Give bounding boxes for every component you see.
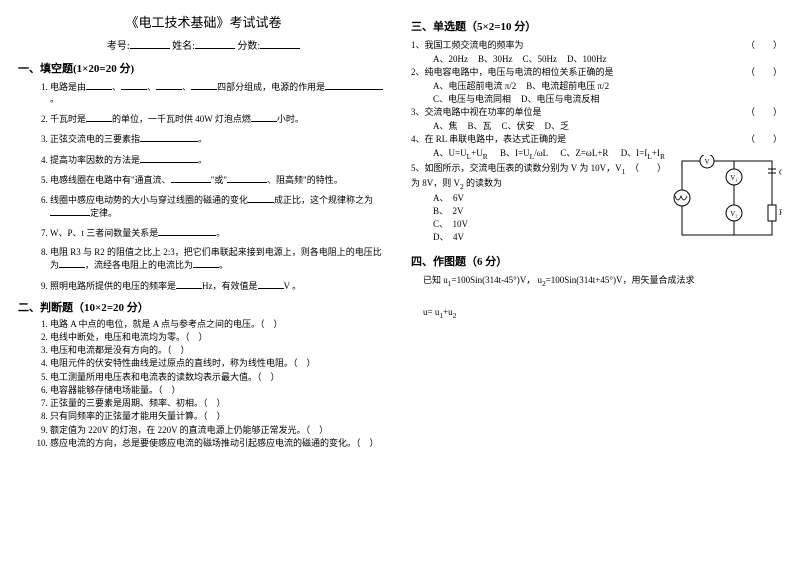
score-label: 分数: — [237, 41, 260, 52]
section-1-heading: 一、填空题(1×20=20 分) — [18, 60, 389, 76]
q2-4: 电阻元件的伏安特性曲线是过原点的直线时，称为线性电阻。（ ） — [50, 358, 389, 369]
section-4-heading: 四、作图题（6 分） — [411, 253, 782, 269]
q2-8: 只有同频率的正弦量才能用矢量计算。（ ） — [50, 411, 389, 422]
q1-6: 线圈中感应电动势的大小与穿过线圈的磁通的变化成正比，这个规律称之为定律。 — [50, 193, 389, 219]
q2-7: 正弦量的三要素是周期、频率、初相。（ ） — [50, 398, 389, 409]
opt-a: A、U=UL+UR — [433, 146, 488, 161]
q1-1: 电路是由、、、四部分组成，电源的作用是。 — [50, 80, 389, 105]
q2-9: 额定值为 220V 的灯泡，在 220V 的直流电源上仍能够正常发光。（ ） — [50, 425, 389, 436]
opt-b: B、I=UL/ωL — [500, 146, 548, 161]
q3-1: （ ）1、我国工频交流电的频率为 A、20HzB、30HzC、50HzD、100… — [411, 38, 782, 65]
q1-3: 正弦交流电的三要素指。 — [50, 132, 389, 145]
answer-paren: （ ） — [746, 132, 782, 145]
svg-text:R: R — [779, 208, 782, 217]
answer-paren: （ ） — [746, 65, 782, 78]
left-column: 《电工技术基础》考试试卷 考号: 姓名: 分数: 一、填空题(1×20=20 分… — [18, 12, 389, 451]
right-column: 三、单选题（5×2=10 分） （ ）1、我国工频交流电的频率为 A、20HzB… — [411, 12, 782, 451]
name-label: 姓名: — [172, 41, 195, 52]
q1-5: 电感线圈在电路中有"通直流、"或"、阻高频"的特性。 — [50, 173, 389, 186]
q2-5: 电工测量所用电压表和电流表的读数均表示最大值。（ ） — [50, 372, 389, 383]
answer-paren: （ ） — [630, 161, 666, 174]
q1-2: 千瓦时是的单位，一千瓦时供 40W 灯泡点燃小时。 — [50, 112, 389, 125]
q3-3: （ ）3、交流电路中视在功率的单位是 A、焦B、瓦C、伏安D、乏 — [411, 105, 782, 132]
opt-c: C、Z=ωL+R — [560, 146, 608, 159]
fill-blank-list: 电路是由、、、四部分组成，电源的作用是。 千瓦时是的单位，一千瓦时供 40W 灯… — [18, 80, 389, 292]
q3-5: （ ） 5、如图所示，交流电压表的读数分别为 V 为 10V，V1为 8V，则 … — [411, 161, 782, 244]
q2-3: 电压和电流都是没有方向的。（ ） — [50, 345, 389, 356]
circuit-diagram: V₁ V₂ C R V — [672, 155, 782, 243]
section-2-heading: 二、判断题（10×2=20 分） — [18, 299, 389, 315]
q3-5-text: 5、如图所示，交流电压表的读数分别为 V 为 10V，V1为 8V，则 V2 的… — [411, 163, 625, 188]
answer-paren: （ ） — [746, 38, 782, 51]
svg-text:C: C — [779, 168, 782, 177]
q2-6: 电容器能够存储电场能量。（ ） — [50, 385, 389, 396]
opt-d: D、I=IL+IR — [621, 146, 665, 161]
section-3-heading: 三、单选题（5×2=10 分） — [411, 18, 782, 34]
q1-7: W、P、t 三者间数量关系是。 — [50, 226, 389, 239]
header-line: 考号: 姓名: 分数: — [18, 37, 389, 52]
exam-id-label: 考号: — [107, 41, 130, 52]
q2-1: 电路 A 中点的电位，就是 A 点与参考点之间的电压。（ ） — [50, 319, 389, 330]
q1-8: 电阻 R3 与 R2 的阻值之比上 2:3，把它们串联起来接到电源上，则各电阻上… — [50, 246, 389, 271]
svg-text:V: V — [704, 158, 709, 166]
exam-title: 《电工技术基础》考试试卷 — [18, 12, 389, 31]
q3-2: （ ）2、纯电容电路中，电压与电流的相位关系正确的是 A、电压超前电流 π/2B… — [411, 65, 782, 105]
answer-paren: （ ） — [746, 105, 782, 118]
svg-text:V₂: V₂ — [730, 210, 738, 218]
judge-list: 电路 A 中点的电位，就是 A 点与参考点之间的电压。（ ） 电线中断处，电压和… — [18, 319, 389, 450]
q2-10: 感应电流的方向，总是要使感应电流的磁场推动引起感应电流的磁通的变化。（ ） — [50, 438, 389, 449]
q4-text: 已知 u1=100Sin(314t-45°)V， u2=100Sin(314t+… — [411, 273, 782, 321]
q1-9: 照明电路所提供的电压的频率是Hz，有效值是V 。 — [50, 279, 389, 292]
svg-text:V₁: V₁ — [730, 174, 738, 182]
q2-2: 电线中断处，电压和电流均为零。（ ） — [50, 332, 389, 343]
q1-4: 提高功率因数的方法是。 — [50, 153, 389, 166]
